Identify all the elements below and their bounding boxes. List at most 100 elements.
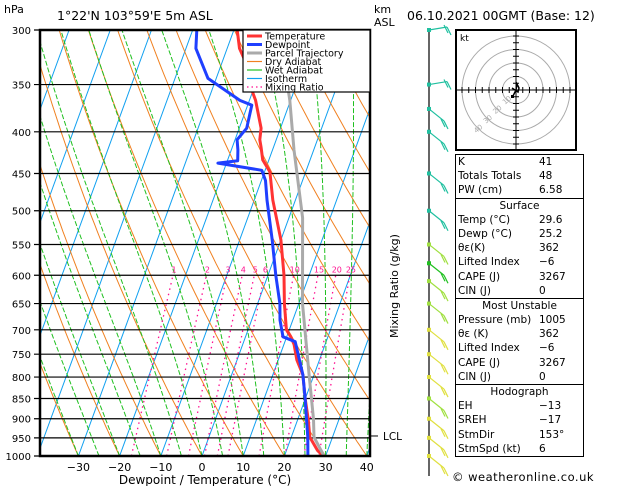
index-row: CAPE (J) 3267 — [456, 270, 583, 284]
pressure-tick-label: 900 — [12, 415, 31, 426]
index-label: Temp (°C) — [458, 213, 511, 226]
hodograph-ring-label: 30 — [482, 113, 494, 125]
mixing-ratio-label: 2 — [205, 265, 210, 274]
mixing-ratio-label: 20 — [332, 265, 342, 274]
index-label: CIN (J) — [458, 284, 491, 297]
dry-adiabat-line — [292, 30, 370, 174]
index-row: Lifted Index −6 — [456, 341, 583, 355]
index-value: 0 — [539, 284, 546, 297]
storm-motion-marker — [511, 95, 514, 98]
index-value: 1005 — [539, 314, 566, 327]
index-label: θε(K) — [458, 242, 486, 255]
wet-adiabat-line — [345, 30, 354, 456]
index-label: StmDir — [458, 428, 495, 441]
mixing-ratio-label: 4 — [241, 265, 246, 274]
temperature-tick-label: 10 — [236, 461, 250, 474]
index-value: −17 — [539, 414, 562, 427]
index-label: Lifted Index — [458, 256, 520, 269]
isotherm-line — [40, 30, 194, 450]
wind-barb-feather — [443, 120, 449, 130]
index-label: Pressure (mb) — [458, 314, 532, 327]
wind-barb-feather — [440, 339, 446, 349]
wind-barb — [427, 454, 449, 477]
wind-barb-feather — [443, 24, 449, 34]
index-row: Pressure (mb) 1005 — [456, 313, 583, 327]
wind-barb — [427, 279, 449, 302]
temperature-tick-label: 0 — [199, 461, 206, 474]
isotherm-line — [283, 220, 370, 456]
mixing-ratio-label: 15 — [314, 265, 324, 274]
isotherm-line — [40, 30, 152, 337]
wind-barb — [427, 79, 452, 90]
index-label: CAPE (J) — [458, 270, 501, 283]
mixing-ratio-label: 1 — [172, 265, 177, 274]
legend-label: Wet Adiabat — [265, 66, 323, 77]
index-row: Dewp (°C) 25.2 — [456, 227, 583, 241]
mixing-ratio-line — [227, 275, 265, 456]
pressure-tick-label: 550 — [12, 240, 31, 251]
wind-barb-feather — [446, 26, 452, 36]
index-value: −13 — [539, 400, 562, 413]
index-label: Dewp (°C) — [458, 227, 512, 240]
wind-barb-feather — [443, 79, 449, 88]
index-row: θε (K) 362 — [456, 327, 583, 341]
mixing-ratio-label: 25 — [346, 265, 356, 274]
wind-barb-feather — [443, 410, 449, 419]
index-value: 29.6 — [539, 213, 563, 226]
wind-barb — [427, 171, 449, 194]
temperature-tick-label: 20 — [277, 461, 291, 474]
index-row: Temp (°C) 29.6 — [456, 213, 583, 227]
wind-barb-feather — [440, 141, 446, 151]
indices-top-box: K 41 Totals Totals 48 PW (cm) 6.58 — [455, 154, 584, 198]
wind-barb — [427, 375, 449, 398]
credit-text: © weatheronline.co.uk — [452, 470, 595, 484]
wind-barb-feather — [446, 81, 452, 90]
dry-adiabat-line — [87, 30, 285, 456]
index-value: 25.2 — [539, 227, 563, 240]
wet-adiabat-line — [309, 30, 327, 456]
wind-barb-feather — [443, 292, 449, 302]
wind-barb-feather — [440, 272, 446, 282]
index-value: 41 — [539, 156, 553, 168]
legend-label: Dewpoint — [265, 40, 310, 51]
index-value: −6 — [539, 256, 555, 269]
isotherm-line — [40, 30, 111, 225]
dry-adiabat-line — [204, 30, 370, 343]
index-label: EH — [458, 400, 473, 413]
index-value: 0 — [539, 370, 546, 383]
pressure-tick-label: 500 — [12, 207, 31, 218]
wind-barb-feather — [440, 313, 446, 322]
indices-table: K 41 Totals Totals 48 PW (cm) 6.58 Surface Tem… — [455, 154, 584, 457]
wind-barb-feather — [443, 365, 449, 375]
section-title: Most Unstable — [482, 299, 557, 312]
index-row: θε(K) 362 — [456, 241, 583, 255]
wind-barb-feather — [440, 290, 446, 300]
index-row: CIN (J) 0 — [456, 370, 583, 384]
wind-barb — [427, 129, 449, 153]
temperature-tick-label: 40 — [360, 461, 374, 474]
pressure-tick-label: 950 — [12, 434, 31, 445]
wind-barb-feather — [443, 467, 449, 477]
legend-label: Dry Adiabat — [265, 57, 322, 68]
plot-frame — [38, 28, 372, 458]
hodograph-trace — [511, 81, 520, 97]
height-unit-asl: ASL — [374, 16, 396, 29]
index-label: StmSpd (kt) — [458, 442, 521, 455]
isotherm-line — [119, 30, 276, 456]
mixing-ratio-line — [165, 275, 208, 456]
x-axis-title: Dewpoint / Temperature (°C) — [119, 473, 291, 486]
wind-barb — [427, 242, 449, 265]
wet-adiabat-line — [40, 39, 182, 456]
hodograph-ring-label: 40 — [472, 123, 484, 135]
datetime-title: 06.10.2021 00GMT (Base: 12) — [407, 8, 595, 23]
most-unstable-box: Most Unstable Pressure (mb) 1005 θε (K) 362 L… — [455, 297, 584, 384]
pressure-tick-label: 600 — [12, 271, 31, 282]
section-title: Hodograph — [490, 386, 549, 398]
wind-barb-feather — [440, 408, 446, 417]
dry-adiabat-line — [233, 30, 370, 286]
wind-barb-feather — [443, 430, 449, 439]
index-row: StmDir 153° — [456, 428, 583, 442]
wind-barb — [427, 416, 449, 439]
isotherm-line — [77, 30, 235, 456]
wind-barb-feather — [440, 183, 446, 192]
